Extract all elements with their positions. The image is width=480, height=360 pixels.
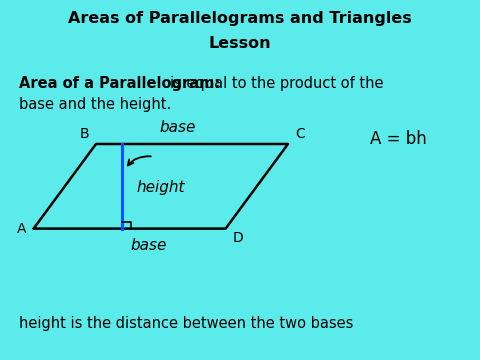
- Text: height: height: [137, 180, 185, 195]
- Text: base: base: [131, 238, 167, 253]
- Text: A = bh: A = bh: [370, 130, 427, 148]
- Text: height is the distance between the two bases: height is the distance between the two b…: [19, 316, 354, 331]
- Text: base: base: [159, 120, 196, 135]
- Text: is equal to the product of the: is equal to the product of the: [170, 76, 384, 91]
- Text: Areas of Parallelograms and Triangles: Areas of Parallelograms and Triangles: [68, 11, 412, 26]
- Text: A: A: [17, 222, 26, 235]
- Text: Area of a Parallelogram:: Area of a Parallelogram:: [19, 76, 220, 91]
- Text: B: B: [79, 127, 89, 141]
- Text: C: C: [295, 127, 305, 141]
- Text: D: D: [233, 231, 243, 245]
- Text: base and the height.: base and the height.: [19, 97, 171, 112]
- Text: Lesson: Lesson: [209, 36, 271, 51]
